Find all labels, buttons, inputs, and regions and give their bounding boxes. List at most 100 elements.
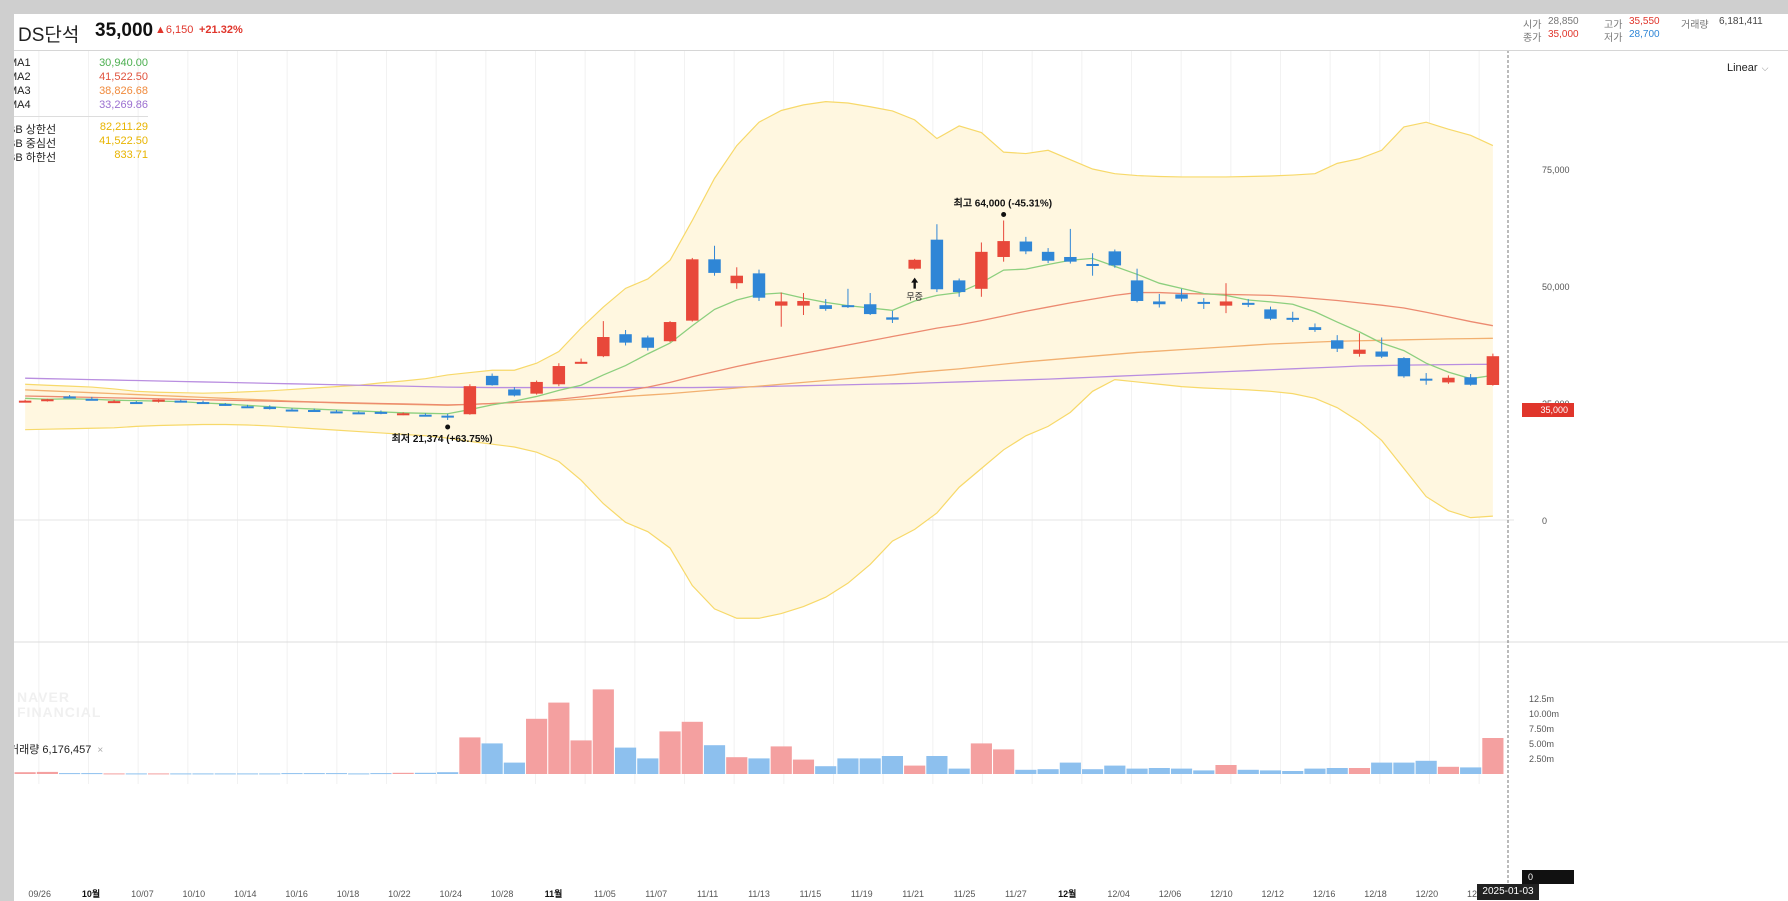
- candle-body: [219, 403, 232, 406]
- candle-body: [552, 366, 566, 385]
- volume-bar: [503, 762, 525, 774]
- candle-body: [85, 398, 99, 401]
- open-value: 28,850: [1548, 16, 1579, 27]
- volume-tick-label: 2.50m: [1529, 754, 1554, 764]
- candle-body: [241, 406, 254, 409]
- volume-bar: [570, 740, 592, 774]
- volume-bar: [214, 773, 236, 775]
- x-tick-label: 12월: [1058, 888, 1076, 899]
- candle-body: [1242, 302, 1255, 305]
- candle-body: [1308, 327, 1322, 330]
- x-tick-label: 10/10: [183, 889, 206, 899]
- ma2-row: MA2 41,522.50: [14, 71, 148, 85]
- volume-bar: [637, 758, 659, 774]
- volume-bar: [548, 702, 570, 774]
- x-tick-label: 11/15: [799, 889, 821, 899]
- x-tick-label: 09/26: [28, 889, 51, 899]
- volume-bar: [792, 759, 815, 774]
- volume-bar: [614, 747, 637, 774]
- x-tick-label: 10/14: [234, 889, 257, 899]
- x-tick-label: 12/06: [1159, 889, 1182, 899]
- stock-price: 35,000: [95, 20, 154, 41]
- candle-body: [263, 406, 276, 410]
- candle-body: [330, 411, 343, 414]
- chart-canvas[interactable]: 025,00050,00075,00012.5m10.00m7.50m5.00m…: [14, 14, 1788, 901]
- candle-body: [530, 381, 543, 394]
- bb-upper-line: [25, 101, 1494, 394]
- volume-label: 거래량: [1681, 20, 1709, 31]
- stock-change-pct: +21.32%: [199, 24, 243, 36]
- ma4-label: MA4: [14, 99, 31, 111]
- bb-lower-row: BB 하한선 833.71: [14, 149, 148, 164]
- candle-body: [663, 322, 677, 342]
- watermark-line-1: NAVER: [17, 689, 70, 705]
- close-icon[interactable]: ×: [97, 745, 104, 756]
- x-tick-label: 11월: [545, 888, 563, 899]
- x-tick-label: 11/19: [851, 889, 873, 899]
- candle-body: [708, 259, 721, 273]
- bb-lower-line: [25, 378, 1493, 619]
- volume-bar: [325, 773, 348, 775]
- candle-body: [597, 337, 610, 357]
- candle-body: [1153, 301, 1166, 305]
- volume-bar: [459, 737, 481, 774]
- candle-body: [352, 412, 365, 415]
- volume-bar: [414, 772, 437, 774]
- bb-middle-value: 41,522.50: [99, 135, 148, 147]
- candle-body: [463, 386, 477, 415]
- candle-body: [1041, 251, 1055, 261]
- volume-bar: [370, 773, 392, 775]
- ma4-row: MA4 33,269.86: [14, 99, 148, 113]
- x-tick-label: 11/25: [954, 889, 976, 899]
- candle-body: [1464, 377, 1477, 385]
- ma4-value: 33,269.86: [99, 99, 148, 111]
- volume-bar: [1237, 769, 1259, 774]
- bollinger-band-fill: [25, 101, 1493, 619]
- x-tick-label: 12/16: [1313, 889, 1336, 899]
- candle-body: [1419, 378, 1433, 381]
- volume-bar: [81, 773, 103, 775]
- volume-bar: [392, 772, 414, 774]
- volume-bar: [681, 721, 703, 774]
- volume-bar: [1037, 769, 1059, 774]
- y-tick-label: 0: [1542, 516, 1547, 526]
- volume-bar: [859, 758, 881, 774]
- ma3-value: 38,826.68: [99, 85, 148, 97]
- volume-bar: [926, 756, 948, 774]
- volume-bar: [1415, 760, 1437, 774]
- x-tick-label: 11/07: [645, 889, 667, 899]
- watermark-line-2: FINANCIAL: [17, 704, 102, 720]
- x-tick-label: 12/18: [1364, 889, 1387, 899]
- volume-bar: [481, 743, 503, 774]
- candle-body: [1130, 280, 1144, 301]
- candle-body: [1019, 241, 1033, 252]
- scale-dropdown[interactable]: Linear ⌵: [1727, 62, 1768, 74]
- ma1-value: 30,940.00: [99, 57, 148, 69]
- volume-zero-badge: 0: [1522, 870, 1574, 884]
- candle-body: [797, 300, 810, 306]
- candle-body: [641, 337, 655, 348]
- volume-bar: [1193, 770, 1215, 774]
- volume-bar: [815, 766, 837, 774]
- candle-body: [1064, 256, 1077, 262]
- volume-bar: [59, 773, 81, 775]
- high-value: 35,550: [1629, 16, 1660, 27]
- low-label: 저가: [1604, 33, 1623, 44]
- candle-body: [886, 317, 899, 320]
- candle-body: [730, 275, 743, 284]
- candle-body: [1175, 294, 1188, 299]
- volume-bar: [303, 773, 325, 775]
- x-tick-label: 11/27: [1005, 889, 1027, 899]
- candle-body: [307, 410, 321, 413]
- x-tick-label: 12/12: [1262, 889, 1285, 899]
- x-tick-label: 12/10: [1210, 889, 1233, 899]
- volume-bar: [1148, 768, 1170, 774]
- ma1-row: MA1 30,940.00: [14, 57, 148, 71]
- candle-body: [619, 334, 632, 343]
- volume-bar: [348, 773, 370, 775]
- volume-bar: [703, 745, 726, 774]
- volume-bar: [1104, 765, 1126, 774]
- volume-bar: [1304, 768, 1326, 774]
- candle-body: [1486, 356, 1500, 385]
- candle-body: [1375, 351, 1388, 357]
